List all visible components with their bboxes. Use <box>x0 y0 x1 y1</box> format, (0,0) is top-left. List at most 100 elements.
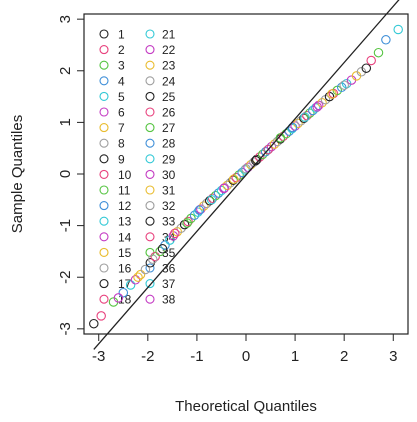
legend-label: 29 <box>162 152 176 166</box>
data-point <box>194 205 205 215</box>
x-tick-label: 2 <box>340 348 348 365</box>
legend-marker <box>145 169 155 179</box>
legend-marker <box>145 201 155 211</box>
x-tick-label: 1 <box>291 348 299 365</box>
legend-label: 21 <box>162 28 176 42</box>
data-point <box>275 133 286 143</box>
y-tick-label: 2 <box>57 67 74 75</box>
legend-label: 15 <box>118 246 132 260</box>
legend-marker <box>145 29 155 39</box>
legend-marker <box>145 107 155 117</box>
data-point <box>260 147 271 157</box>
data-point <box>207 193 218 204</box>
data-point <box>228 174 239 184</box>
legend-marker <box>145 232 155 242</box>
data-point <box>222 180 233 191</box>
data-point <box>312 102 322 112</box>
legend-marker <box>99 279 109 289</box>
data-point <box>140 264 151 275</box>
legend-label: 12 <box>118 199 132 213</box>
x-axis-title: Theoretical Quantiles <box>175 398 317 415</box>
data-point <box>113 293 124 303</box>
y-axis: -3 -2 -1 0 1 2 3 <box>57 15 84 336</box>
data-point <box>135 269 146 280</box>
data-point <box>225 178 236 188</box>
legend-label: 7 <box>118 121 125 135</box>
data-point <box>341 78 352 89</box>
legend-marker <box>145 60 155 70</box>
legend-marker <box>99 294 109 304</box>
data-point <box>263 144 273 155</box>
legend-label: 9 <box>118 152 125 166</box>
legend-label: 30 <box>162 168 176 182</box>
data-point <box>251 155 261 166</box>
legend-marker <box>145 263 155 273</box>
y-tick-label: 1 <box>57 118 74 126</box>
legend-label: 37 <box>162 277 176 291</box>
data-point <box>300 112 310 122</box>
legend-label: 23 <box>162 59 176 73</box>
legend-marker <box>99 91 109 101</box>
legend-label: 26 <box>162 106 176 120</box>
data-point <box>240 165 250 175</box>
legend-marker <box>99 29 109 39</box>
x-tick-label: -1 <box>190 348 203 365</box>
legend-marker <box>99 185 109 195</box>
legend-label: 4 <box>118 74 125 88</box>
data-point <box>339 80 349 90</box>
legend-marker <box>145 279 155 289</box>
legend-marker <box>145 138 155 148</box>
legend-label: 33 <box>162 215 176 229</box>
legend-marker <box>145 91 155 101</box>
data-point <box>204 196 215 206</box>
reference-line <box>93 0 400 350</box>
y-tick-label: 0 <box>57 170 74 178</box>
legend-label: 36 <box>162 262 176 276</box>
data-point <box>183 216 193 227</box>
data-point <box>213 188 224 198</box>
data-point <box>179 219 190 230</box>
legend-label: 31 <box>162 184 176 198</box>
data-point <box>269 139 280 149</box>
data-point <box>130 275 141 285</box>
data-point <box>366 55 376 66</box>
legend-marker <box>99 154 109 164</box>
legend-label: 17 <box>118 277 132 291</box>
y-tick-label: -2 <box>57 271 74 284</box>
legend-label: 28 <box>162 137 176 151</box>
legend-marker <box>99 247 109 257</box>
data-point <box>361 63 372 73</box>
y-axis-title: Sample Quantiles <box>9 115 26 233</box>
y-tick-label: 3 <box>57 15 74 23</box>
legend-marker <box>99 263 109 273</box>
data-point <box>193 207 203 217</box>
legend-marker <box>145 154 155 164</box>
legend-marker <box>99 138 109 148</box>
data-point <box>356 67 367 77</box>
data-point <box>252 154 262 165</box>
legend-marker <box>99 216 109 226</box>
legend-label: 38 <box>162 293 176 307</box>
legend-label: 11 <box>118 184 131 198</box>
legend: 1234567891011121314151617182122232425262… <box>99 28 176 307</box>
legend-label: 8 <box>118 137 125 151</box>
legend-marker <box>145 185 155 195</box>
legend-marker <box>145 76 155 86</box>
data-point <box>196 204 206 214</box>
legend-marker <box>99 76 109 86</box>
legend-label: 14 <box>118 230 132 244</box>
legend-label: 1 <box>118 28 125 42</box>
y-tick-label: -3 <box>57 322 74 335</box>
legend-marker <box>145 123 155 133</box>
legend-label: 10 <box>118 168 132 182</box>
points-layer <box>89 24 403 329</box>
data-point <box>381 35 391 45</box>
data-point <box>393 24 403 35</box>
legend-marker <box>99 123 109 133</box>
data-point <box>336 82 347 93</box>
legend-label: 6 <box>118 106 125 120</box>
data-point <box>125 280 136 290</box>
data-point <box>150 251 160 262</box>
data-point <box>290 121 300 131</box>
